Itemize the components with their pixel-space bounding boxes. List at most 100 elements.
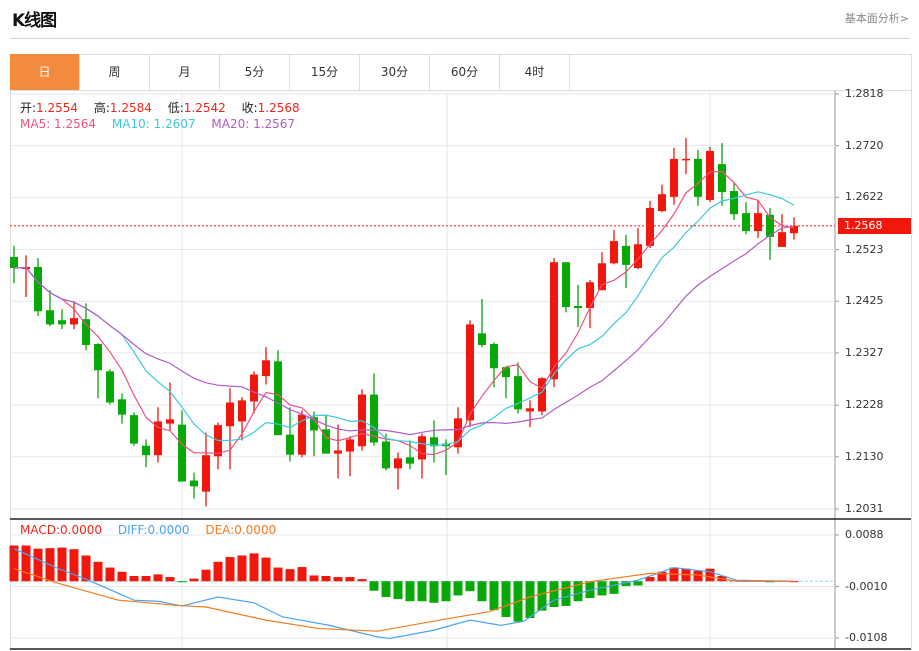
candle-down <box>574 305 582 309</box>
candle-up <box>154 421 162 456</box>
candle-down <box>622 245 630 265</box>
macd-bar <box>537 581 547 611</box>
macd-bar <box>153 574 163 582</box>
candle-up <box>262 360 270 377</box>
macd-bar <box>117 571 127 582</box>
candle-down <box>178 424 186 482</box>
macd-bar <box>489 581 499 611</box>
candle-down <box>310 417 318 431</box>
macd-bar <box>429 581 439 603</box>
candle-down <box>730 191 738 215</box>
macd-bar <box>225 557 235 582</box>
candle-down <box>478 333 486 346</box>
candle-down <box>58 320 66 325</box>
candle-up <box>634 244 642 269</box>
macd-bar <box>93 561 103 582</box>
price-tick-label: 1.2327 <box>845 345 884 359</box>
macd-bar <box>597 581 607 596</box>
candle-up <box>706 150 714 200</box>
macd-bar <box>549 581 559 607</box>
macd-bar <box>525 581 535 619</box>
candle-up <box>466 324 474 421</box>
candle-up <box>646 207 654 246</box>
macd-bar <box>189 578 199 582</box>
macd-bar <box>465 581 475 592</box>
macd-bar <box>693 570 703 582</box>
candle-up <box>790 225 798 234</box>
macd-bar <box>561 581 571 606</box>
candle-down <box>430 437 438 447</box>
macd-bar <box>633 581 643 586</box>
macd-bar <box>393 581 403 600</box>
candle-up <box>658 194 666 212</box>
candle-up <box>250 374 258 402</box>
dea-value: DEA:0.0000 <box>205 523 277 537</box>
candle-down <box>370 394 378 443</box>
open-value: 1.2554 <box>36 101 79 115</box>
ma5-line <box>13 170 795 456</box>
candle-down <box>82 319 90 346</box>
macd-bar <box>57 547 67 582</box>
macd-bar <box>105 567 115 582</box>
tab-day[interactable]: 日 <box>10 54 80 90</box>
candle-up <box>346 439 354 452</box>
macd-bar <box>501 581 511 617</box>
macd-bar <box>345 577 355 582</box>
divider <box>10 38 910 39</box>
macd-bar <box>333 577 343 582</box>
close-value: 1.2568 <box>257 101 300 115</box>
macd-bar <box>285 569 295 582</box>
macd-bar <box>249 553 259 582</box>
tab-15min[interactable]: 15分 <box>290 54 360 90</box>
fundamental-analysis-link[interactable]: 基本面分析> <box>844 12 909 25</box>
macd-bar <box>177 581 187 583</box>
candle-down <box>694 158 702 197</box>
low-label: 低: <box>167 101 184 115</box>
tab-30min[interactable]: 30分 <box>360 54 430 90</box>
candle-down <box>742 213 750 232</box>
candle-down <box>106 371 114 403</box>
period-tabs: 日 周 月 5分 15分 30分 60分 4时 <box>10 54 570 90</box>
macd-bar <box>453 581 463 596</box>
macd-bar <box>141 575 151 582</box>
candle-down <box>142 445 150 456</box>
ma-legend: MA5: 1.2564 MA10: 1.2607 MA20: 1.2567 <box>20 117 295 131</box>
candle-up <box>778 232 786 247</box>
candle-up <box>238 400 246 422</box>
candle-up <box>454 418 462 448</box>
candle-up <box>598 263 606 291</box>
candle-down <box>502 367 510 378</box>
close-label: 收: <box>241 101 258 115</box>
tab-5min[interactable]: 5分 <box>220 54 290 90</box>
ma20-value: MA20: 1.2567 <box>211 117 296 131</box>
tab-60min[interactable]: 60分 <box>430 54 500 90</box>
price-tick-label: 1.2622 <box>845 190 884 204</box>
candle-down <box>94 343 102 371</box>
price-tick-label: 1.2720 <box>845 138 884 152</box>
candle-up <box>754 213 762 232</box>
macd-bar <box>405 581 415 602</box>
ma20-line <box>13 225 795 436</box>
tab-month[interactable]: 月 <box>150 54 220 90</box>
macd-bar <box>237 555 247 582</box>
candle-up <box>550 262 558 380</box>
candle-up <box>202 455 210 492</box>
candle-up <box>538 378 546 412</box>
macd-bar <box>417 581 427 602</box>
candle-down <box>10 256 18 269</box>
macd-bar <box>645 577 655 582</box>
macd-bar <box>621 581 631 586</box>
candle-down <box>406 457 414 464</box>
tab-4hour[interactable]: 4时 <box>500 54 570 90</box>
macd-bar <box>129 575 139 582</box>
high-value: 1.2584 <box>109 101 152 115</box>
low-value: 1.2542 <box>183 101 226 115</box>
high-label: 高: <box>93 101 110 115</box>
candle-down <box>382 441 390 469</box>
macd-bar <box>81 555 91 582</box>
candle-up <box>226 402 234 427</box>
tab-week[interactable]: 周 <box>80 54 150 90</box>
macd-bar <box>21 545 31 582</box>
candle-down <box>718 164 726 193</box>
